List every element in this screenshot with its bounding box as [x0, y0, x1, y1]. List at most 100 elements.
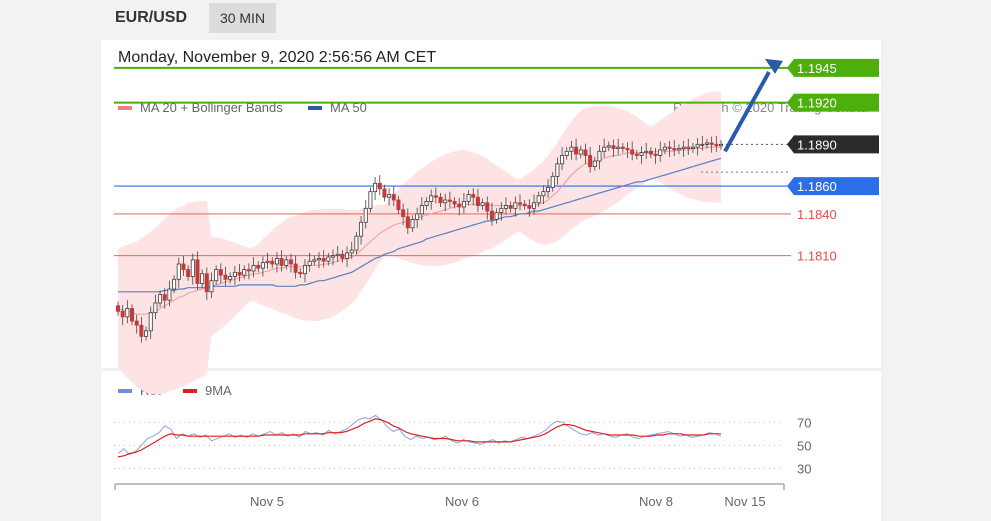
candle [246, 263, 251, 280]
candle [429, 189, 434, 210]
symbol-label: EUR/USD [115, 9, 188, 26]
candle [349, 241, 354, 260]
level-tag-text: 1.1890 [797, 137, 837, 152]
candle-body [429, 195, 434, 202]
candle [480, 198, 485, 210]
candle [144, 326, 149, 341]
candle-body [242, 269, 247, 276]
candle [172, 275, 177, 294]
candle-body [457, 203, 462, 208]
candle-body [532, 202, 537, 209]
candle [419, 197, 424, 221]
candle [190, 253, 195, 285]
candle [130, 304, 135, 326]
candle [232, 266, 237, 285]
candle-body [181, 263, 186, 270]
candle-body [190, 259, 195, 277]
level-tag-shape [787, 135, 879, 154]
candle-body [312, 259, 317, 262]
candle-body [284, 259, 289, 266]
candle [401, 203, 406, 226]
candle-body [377, 182, 382, 190]
candle [298, 268, 303, 278]
level-tag-shape [787, 177, 879, 196]
candle [181, 255, 186, 276]
level-tag-text: 1.1920 [797, 96, 837, 111]
legend-9ma: 9MA [183, 383, 232, 398]
candle-body [391, 194, 396, 201]
candle [382, 184, 387, 202]
rsi-tick-50: 50 [797, 438, 811, 453]
candle-body [158, 294, 163, 304]
forecast-arrow-head [765, 58, 783, 74]
candle [471, 188, 476, 206]
candle [583, 143, 588, 164]
candle [546, 179, 551, 198]
candle [120, 305, 125, 326]
candle [625, 142, 630, 159]
candle [532, 194, 537, 215]
x-tick-label: Nov 8 [639, 494, 673, 509]
timeframe-button[interactable]: 30 MIN [209, 3, 276, 33]
candle [256, 261, 261, 273]
candle [354, 232, 359, 255]
candle-body [485, 202, 490, 212]
candle [653, 147, 658, 164]
candle-body [373, 182, 378, 193]
ma20-line [117, 146, 721, 315]
candle-body [471, 194, 476, 198]
candle-body [326, 256, 331, 262]
candle-body [550, 175, 555, 188]
candle [326, 252, 331, 266]
candle [237, 264, 242, 282]
x-tick-label: Nov 15 [724, 494, 765, 509]
candle [115, 301, 120, 316]
candle-body [214, 269, 219, 282]
candle [396, 195, 401, 214]
candle-body [237, 271, 242, 276]
candle-body [447, 199, 452, 202]
candle [148, 306, 153, 340]
legend-label-ma50: MA 50 [330, 100, 367, 115]
candle-body [503, 205, 508, 209]
candle [662, 142, 667, 155]
candle-body [517, 202, 522, 205]
candle-body [658, 149, 663, 156]
candle-body [588, 155, 593, 168]
candle-body [218, 269, 223, 276]
candle-body [144, 330, 149, 337]
candle-body [676, 148, 681, 151]
candle [214, 265, 219, 285]
candle [513, 196, 518, 217]
candle-body [134, 320, 139, 326]
legend-ma20: MA 20 + Bollinger Bands [118, 100, 283, 115]
candle [153, 294, 158, 319]
legend-label-ma20: MA 20 + Bollinger Bands [140, 100, 283, 115]
candle-body [125, 308, 130, 318]
candle-body [200, 273, 205, 284]
forecast-arrow-shaft [723, 71, 771, 153]
candle [279, 250, 284, 272]
candle-body [672, 148, 677, 151]
candle-body [274, 258, 279, 265]
candle-body [298, 271, 303, 275]
candle [695, 138, 700, 156]
pane-divider [101, 368, 881, 371]
candle [307, 252, 312, 272]
candle-body [335, 253, 340, 257]
candle-body [120, 310, 125, 318]
candle-body [405, 216, 410, 229]
candle [461, 193, 466, 214]
candle-body [461, 200, 466, 208]
level-tag-text: 1.1860 [797, 179, 837, 194]
candle-body [578, 149, 583, 155]
candle-body [597, 150, 602, 162]
candle [550, 172, 555, 192]
level-tag-1-1840: 1.1840 [797, 207, 837, 222]
candle-body [625, 148, 630, 151]
price-chart[interactable]: 1.1945 1.1920 1.1890 1.1860 1.1840 1.1810 70 50… [101, 0, 881, 521]
candle-body [256, 264, 261, 269]
rsi-series-9ma [117, 418, 721, 458]
candle [499, 202, 504, 221]
candle [485, 196, 490, 220]
